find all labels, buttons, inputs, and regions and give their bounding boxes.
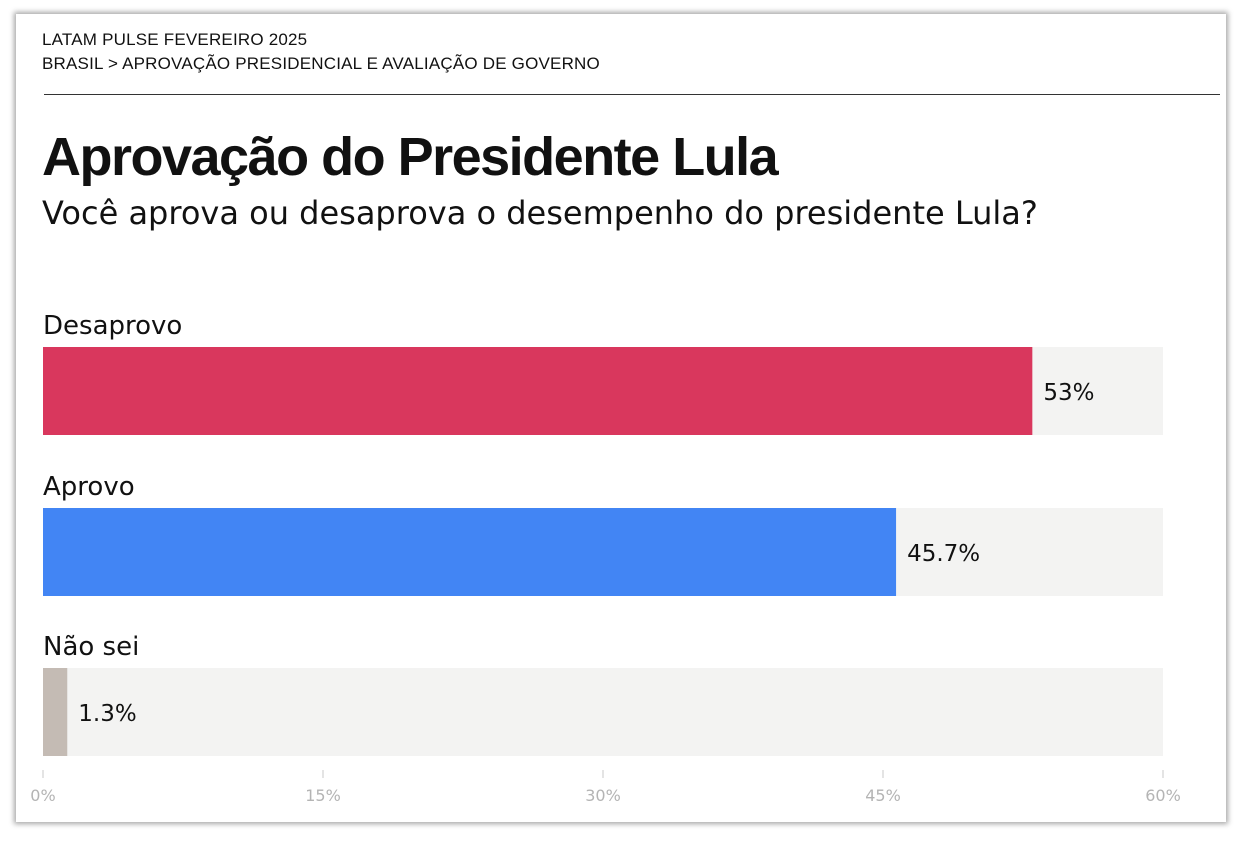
- x-tick-label: 0%: [30, 786, 55, 805]
- bar: [43, 347, 1033, 435]
- category-label: Não sei: [43, 632, 139, 662]
- value-label: 53%: [1043, 380, 1094, 406]
- survey-kicker: LATAM PULSE FEVEREIRO 2025: [42, 30, 308, 49]
- x-tick-label: 15%: [305, 786, 341, 805]
- category-label: Desaprovo: [43, 311, 182, 341]
- breadcrumb: BRASIL > APROVAÇÃO PRESIDENCIAL E AVALIA…: [42, 54, 600, 73]
- bar-track: [43, 668, 1163, 756]
- category-label: Aprovo: [43, 472, 135, 502]
- value-label: 45.7%: [907, 541, 980, 567]
- bar: [43, 668, 68, 756]
- header-divider: [44, 94, 1220, 95]
- bar: [43, 508, 897, 596]
- x-tick-label: 30%: [585, 786, 621, 805]
- chart-subtitle: Você aprova ou desaprova o desempenho do…: [42, 194, 1038, 232]
- chart-title: Aprovação do Presidente Lula: [42, 127, 779, 187]
- value-label: 1.3%: [78, 701, 136, 727]
- x-tick-label: 45%: [865, 786, 901, 805]
- x-tick-label: 60%: [1145, 786, 1181, 805]
